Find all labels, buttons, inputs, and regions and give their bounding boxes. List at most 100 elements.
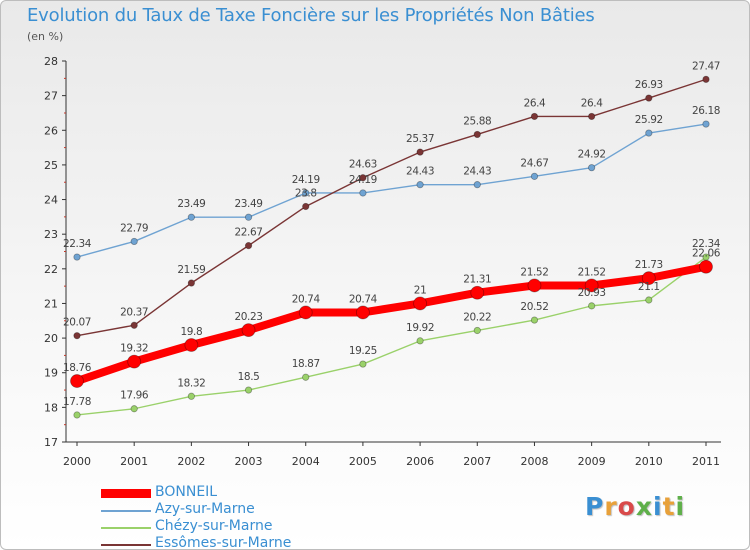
data-point (699, 259, 713, 274)
data-point (241, 323, 256, 338)
x-tick-label: 2011 (692, 455, 720, 468)
data-label: 17.78 (63, 396, 91, 408)
data-label: 21.52 (578, 266, 606, 278)
data-label: 21.73 (635, 259, 663, 271)
x-tick-label: 2009 (578, 455, 606, 468)
data-label: 26.18 (692, 105, 720, 117)
data-label: 19.32 (120, 343, 148, 355)
data-point (473, 130, 481, 139)
data-label: 21.52 (520, 266, 548, 278)
data-point (73, 411, 81, 419)
y-tick-label: 17 (44, 436, 58, 449)
data-label: 17.96 (120, 390, 149, 402)
data-label: 20.37 (120, 306, 148, 318)
data-point (527, 278, 542, 293)
y-tick-label: 25 (44, 159, 58, 172)
data-label: 24.19 (292, 174, 320, 186)
data-label: 21 (414, 284, 427, 296)
data-point (359, 360, 367, 368)
data-label: 25.92 (635, 114, 663, 126)
data-label: 20.74 (292, 293, 321, 305)
data-point (473, 326, 481, 335)
legend-label: Essômes-sur-Marne (155, 535, 292, 550)
x-tick-label: 2007 (463, 455, 491, 468)
legend-swatch (101, 489, 151, 498)
data-label: 20.22 (463, 311, 491, 323)
data-point (127, 354, 142, 369)
data-label: 23.8 (295, 187, 317, 199)
data-point (588, 302, 596, 310)
data-label: 24.43 (463, 166, 491, 178)
data-point (413, 296, 427, 311)
data-label: 20.07 (63, 317, 91, 329)
data-label: 24.63 (349, 159, 377, 171)
data-point (187, 392, 195, 400)
series-line (76, 123, 707, 258)
data-label: 24.43 (406, 166, 434, 178)
series-line (76, 78, 707, 337)
data-point (130, 321, 138, 329)
legend-label: Azy-sur-Marne (155, 501, 255, 517)
data-label: 22.67 (235, 227, 263, 239)
data-point (356, 305, 370, 320)
data-point (416, 337, 424, 345)
data-point (416, 181, 424, 189)
y-tick-label: 24 (44, 194, 58, 207)
x-tick-label: 2000 (63, 455, 91, 468)
x-tick-label: 2005 (349, 455, 377, 468)
data-label: 22.06 (692, 248, 721, 260)
y-tick-label: 23 (44, 228, 58, 241)
data-point (302, 189, 310, 197)
data-point (588, 112, 596, 121)
data-point (302, 373, 310, 381)
data-label: 19.8 (180, 326, 202, 338)
data-point (73, 332, 81, 340)
unit-label: (en %) (27, 30, 64, 43)
data-point (244, 242, 253, 250)
data-label: 26.4 (581, 97, 603, 109)
x-tick-label: 2003 (235, 455, 263, 468)
data-label: 21.31 (463, 274, 491, 286)
data-point (244, 213, 253, 221)
data-label: 20.52 (520, 301, 548, 313)
data-point (184, 338, 199, 352)
data-label: 19.92 (406, 322, 434, 334)
data-label: 24.67 (520, 157, 548, 169)
data-point (244, 386, 253, 394)
data-point (645, 129, 653, 137)
data-point (359, 189, 367, 197)
legend-label: BONNEIL (155, 484, 218, 500)
legend-swatch (101, 527, 151, 529)
x-tick-label: 2004 (292, 455, 320, 468)
data-point (130, 405, 138, 413)
data-label: 19.25 (349, 345, 377, 357)
data-point (302, 202, 310, 211)
y-tick-label: 21 (44, 297, 58, 310)
data-label: 22.34 (692, 238, 721, 250)
legend-label: Chézy-sur-Marne (155, 518, 273, 534)
data-point (641, 271, 656, 286)
data-point (702, 75, 710, 83)
data-point (187, 279, 195, 287)
data-point (359, 174, 367, 182)
data-point (473, 181, 481, 189)
y-tick-label: 18 (44, 401, 58, 414)
data-label: 27.47 (692, 60, 720, 72)
chart-title: Evolution du Taux de Taxe Foncière sur l… (27, 5, 595, 26)
data-point (584, 278, 599, 293)
y-tick-label: 26 (44, 124, 58, 137)
data-label: 20.74 (349, 293, 378, 305)
data-label: 25.37 (406, 133, 434, 145)
data-label: 26.93 (635, 79, 663, 91)
y-tick-label: 27 (44, 90, 58, 103)
data-label: 20.93 (578, 287, 606, 299)
data-point (588, 164, 596, 172)
y-tick-label: 28 (44, 55, 58, 68)
x-tick-label: 2006 (406, 455, 434, 468)
data-label: 18.5 (238, 371, 260, 383)
legend-swatch (101, 544, 151, 546)
data-label: 21.59 (177, 264, 205, 276)
data-label: 20.23 (235, 311, 263, 323)
data-label: 24.92 (578, 149, 606, 161)
data-point (416, 148, 424, 156)
